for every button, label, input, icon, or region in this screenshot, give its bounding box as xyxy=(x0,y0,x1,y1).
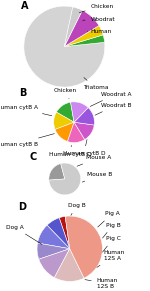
Wedge shape xyxy=(49,164,65,180)
Wedge shape xyxy=(37,243,70,259)
Wedge shape xyxy=(70,102,88,122)
Wedge shape xyxy=(64,7,82,47)
Text: Human: Human xyxy=(87,29,112,34)
Text: Woodrat B: Woodrat B xyxy=(95,103,131,115)
Text: Woodrat: Woodrat xyxy=(82,17,115,22)
Wedge shape xyxy=(68,122,85,143)
Text: Human cytB A: Human cytB A xyxy=(0,105,52,116)
Text: Human
12S B: Human 12S B xyxy=(85,278,118,289)
Wedge shape xyxy=(64,35,105,47)
Wedge shape xyxy=(55,122,74,141)
Wedge shape xyxy=(38,225,70,249)
Wedge shape xyxy=(59,216,70,249)
Wedge shape xyxy=(49,163,81,195)
Text: Chicken: Chicken xyxy=(79,3,114,13)
Text: Mouse B: Mouse B xyxy=(82,172,112,182)
Wedge shape xyxy=(47,218,70,249)
Text: Human cytB C: Human cytB C xyxy=(49,145,91,157)
Text: Triatoma: Triatoma xyxy=(82,77,108,90)
Text: Pig B: Pig B xyxy=(102,223,121,238)
Wedge shape xyxy=(39,249,70,278)
Text: A: A xyxy=(21,1,28,11)
Text: D: D xyxy=(18,202,26,212)
Text: Dog B: Dog B xyxy=(68,203,85,215)
Wedge shape xyxy=(64,10,99,47)
Wedge shape xyxy=(24,6,105,87)
Wedge shape xyxy=(54,249,84,281)
Wedge shape xyxy=(64,26,103,47)
Text: Woodrat A: Woodrat A xyxy=(90,92,131,107)
Text: Mouse A: Mouse A xyxy=(77,155,111,166)
Text: Human cytB D: Human cytB D xyxy=(63,139,105,156)
Wedge shape xyxy=(65,216,102,278)
Wedge shape xyxy=(56,102,74,122)
Text: Pig C: Pig C xyxy=(102,236,121,252)
Wedge shape xyxy=(74,122,94,140)
Text: Dog A: Dog A xyxy=(6,225,42,244)
Wedge shape xyxy=(54,112,74,129)
Text: B: B xyxy=(19,88,27,98)
Text: Human cytB B: Human cytB B xyxy=(0,134,54,147)
Text: C: C xyxy=(30,152,37,162)
Text: Pig A: Pig A xyxy=(98,211,119,227)
Text: Chicken: Chicken xyxy=(54,88,77,99)
Text: Human
12S A: Human 12S A xyxy=(97,250,125,267)
Wedge shape xyxy=(74,108,94,125)
